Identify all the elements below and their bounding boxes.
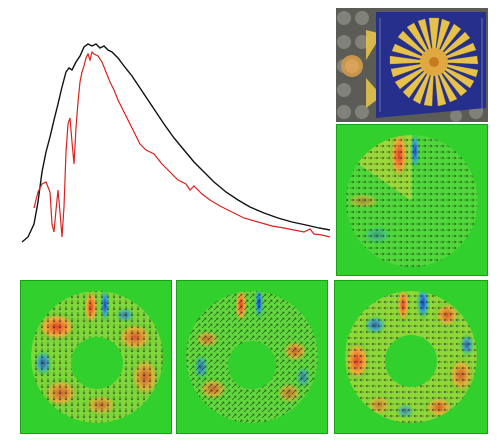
lens-disk-icon — [341, 55, 363, 77]
micrograph-image — [336, 8, 488, 122]
field-map-bottom-1 — [20, 280, 172, 434]
field-map-bottom-3 — [334, 280, 488, 434]
field-map-top — [336, 124, 488, 276]
field-map-bottom-2 — [176, 280, 328, 434]
spectrum-red-curve — [33, 50, 331, 238]
fan-structure-icon — [336, 8, 488, 122]
spectrum-plot — [14, 32, 334, 254]
spectrum-black-curve — [21, 43, 331, 243]
spectrum-svg — [21, 43, 331, 243]
